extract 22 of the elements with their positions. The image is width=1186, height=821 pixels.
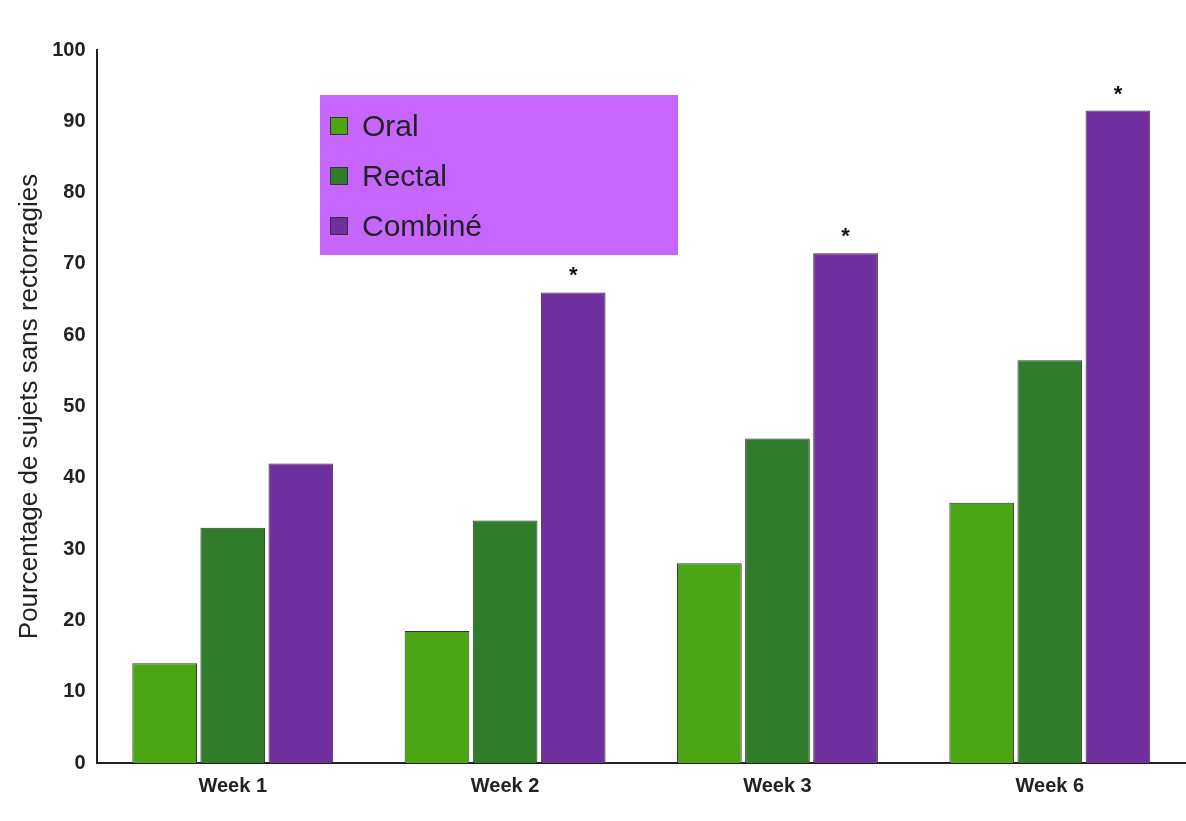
y-tick-label: 30	[63, 536, 86, 559]
x-tick-label: Week 2	[470, 773, 540, 796]
data-label: *	[568, 262, 578, 288]
y-tick-label: 0	[74, 750, 86, 773]
y-tick-label: 60	[63, 322, 86, 345]
y-tick-label: 50	[63, 394, 86, 417]
x-tick-label: Week 6	[1015, 773, 1085, 796]
legend-label: Combiné	[362, 209, 483, 243]
y-tick-label: 90	[63, 108, 86, 131]
y-tick-label: 10	[63, 679, 86, 702]
y-tick-label: 20	[63, 607, 86, 630]
legend-label: Rectal	[362, 159, 448, 193]
legend-label: Oral	[362, 109, 419, 143]
data-label: *	[841, 223, 851, 249]
x-tick-label: Week 1	[198, 773, 268, 796]
x-tick-label: Week 3	[743, 773, 812, 796]
y-tick-label: 100	[52, 37, 86, 60]
y-tick-label: 80	[63, 180, 86, 203]
y-tick-label: 70	[63, 251, 86, 274]
y-tick-label: 40	[63, 465, 86, 488]
y-axis-title: Pourcentage de sujets sans rectorragies	[12, 173, 43, 640]
data-label: *	[1113, 80, 1123, 106]
